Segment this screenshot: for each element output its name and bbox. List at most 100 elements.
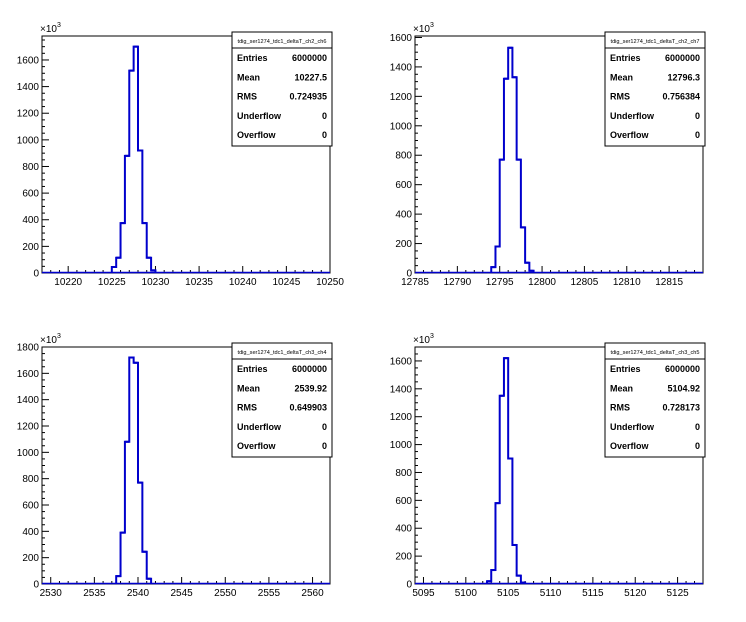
stats-label: RMS [237,403,257,413]
stats-value: 6000000 [665,53,700,63]
stats-label: Overflow [610,130,650,140]
stats-label: Entries [237,364,268,374]
x-tick-label: 10240 [229,277,257,288]
stats-box-title: tdig_ser1274_tdc1_deltaT_ch3_ch5 [611,350,700,356]
x-tick-label: 12810 [613,277,641,288]
y-multiplier-label: ×103 [40,22,61,35]
stats-label: RMS [610,92,630,102]
stats-box-frame [231,342,333,458]
y-tick-label: 1400 [17,395,40,406]
y-tick-label: 600 [22,501,39,512]
stats-box: tdig_ser1274_tdc1_deltaT_ch2_ch7 Entries 6… [604,31,706,147]
stats-value: 10227.5 [294,72,327,82]
y-tick-label: 600 [22,189,39,200]
x-tick-label: 2535 [83,588,106,599]
y-tick-label: 1800 [17,343,40,354]
stats-label: Mean [610,383,633,393]
y-tick-label: 200 [395,552,412,563]
y-tick-label: 400 [22,215,39,226]
stats-value: 0 [322,130,327,140]
y-tick-label: 200 [22,242,39,253]
stats-label: Mean [610,72,633,82]
y-multiplier-exponent: 3 [430,22,434,29]
y-tick-label: 200 [395,239,412,250]
stats-box-title: tdig_ser1274_tdc1_deltaT_ch2_ch6 [238,39,327,45]
stats-label: Underflow [237,422,282,432]
x-tick-label: 12815 [655,277,683,288]
y-tick-label: 400 [22,527,39,538]
histogram-panel-4: 5095 5100 5105 5110 5115 5120 5125 0 200 400 600 80… [390,333,706,599]
stats-label: Underflow [237,111,282,121]
stats-label: Mean [237,383,260,393]
x-tick-label: 5105 [497,588,520,599]
y-tick-label: 0 [33,580,39,591]
stats-value: 0 [322,422,327,432]
y-tick-label: 0 [406,580,412,591]
y-tick-label: 1000 [17,448,40,459]
x-tick-label: 10230 [142,277,170,288]
y-tick-label: 1000 [390,440,413,451]
stats-value: 0 [322,111,327,121]
y-multiplier-exponent: 3 [57,333,61,340]
y-tick-label: 800 [395,151,412,162]
x-tick-label: 2545 [171,588,194,599]
y-tick-label: 600 [395,180,412,191]
stats-label: Entries [237,53,268,63]
y-tick-label: 1600 [17,369,40,380]
x-tick-label: 10250 [316,277,344,288]
stats-box: tdig_ser1274_tdc1_deltaT_ch2_ch6 Entries 6… [231,31,333,147]
y-tick-label: 1200 [17,422,40,433]
y-tick-label: 400 [395,524,412,535]
stats-box-title: tdig_ser1274_tdc1_deltaT_ch3_ch4 [238,350,327,356]
histogram-series [110,45,157,273]
stats-label: Underflow [610,111,655,121]
y-tick-label: 1000 [390,121,413,132]
stats-value: 2539.92 [294,383,327,393]
y-tick-label: 0 [33,269,39,280]
x-tick-label: 5115 [582,588,604,599]
stats-value: 0 [695,441,700,451]
stats-label: RMS [610,403,630,413]
x-tick-label: 2560 [301,588,324,599]
x-tick-label: 10245 [272,277,300,288]
y-tick-label: 1600 [17,55,40,66]
y-tick-label: 200 [22,553,39,564]
y-tick-label: 1400 [390,384,413,395]
y-multiplier-label: ×103 [413,333,434,346]
stats-value: 6000000 [292,364,327,374]
x-tick-label: 5095 [412,588,435,599]
x-tick-label: 2540 [127,588,150,599]
stats-label: Mean [237,72,260,82]
histogram-panel-2: 12785 12790 12795 12800 12805 12810 12815 0 200 4… [390,22,706,288]
y-tick-label: 800 [22,474,39,485]
x-tick-label: 10220 [54,277,82,288]
stats-label: RMS [237,92,257,102]
y-tick-label: 800 [22,162,39,173]
y-tick-label: 1400 [17,82,40,93]
x-tick-label: 12795 [486,277,514,288]
stats-box: tdig_ser1274_tdc1_deltaT_ch3_ch5 Entries 6… [604,342,706,458]
y-multiplier-exponent: 3 [430,333,434,340]
stats-value: 0.649903 [289,403,327,413]
y-tick-label: 1000 [17,135,40,146]
x-tick-label: 12805 [571,277,599,288]
y-multiplier-exponent: 3 [57,22,61,29]
histogram-series [486,357,527,584]
stats-value: 6000000 [292,53,327,63]
y-tick-label: 1400 [390,62,413,73]
stats-value: 12796.3 [667,72,700,82]
stats-label: Entries [610,53,641,63]
histogram-series [115,356,153,584]
stats-value: 5104.92 [667,383,700,393]
stats-label: Overflow [610,441,650,451]
y-multiplier-label: ×103 [413,22,434,35]
stats-box-frame [604,31,706,147]
histogram-panel-3: 2530 2535 2540 2545 2550 2555 2560 0 200 400 600 80… [17,333,333,599]
y-tick-label: 0 [406,269,412,280]
stats-label: Overflow [237,130,277,140]
stats-value: 0 [322,441,327,451]
stats-box-title: tdig_ser1274_tdc1_deltaT_ch2_ch7 [611,39,700,45]
x-tick-label: 2550 [214,588,237,599]
stats-value: 0.756384 [662,92,700,102]
